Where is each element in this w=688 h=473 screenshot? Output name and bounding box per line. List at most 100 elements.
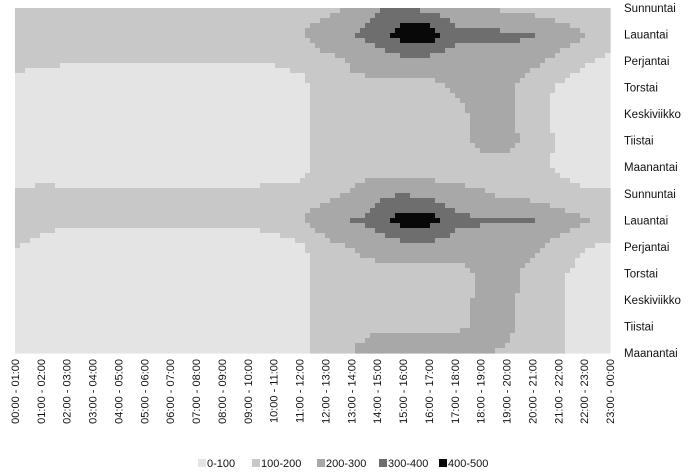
contour-cell-band-2 <box>475 288 521 294</box>
x-tick-label: 08:00 - 09:00 <box>217 359 229 424</box>
contour-cell-band-0 <box>570 178 611 184</box>
contour-cell-band-1 <box>540 63 586 69</box>
legend-label: 100-200 <box>261 458 301 470</box>
contour-cell-band-1 <box>300 178 366 184</box>
x-tick-label: 12:00 - 13:00 <box>320 359 332 424</box>
contour-cell-band-0 <box>565 338 611 344</box>
contour-cell-band-2 <box>450 233 561 239</box>
contour-cell-band-1 <box>280 233 326 239</box>
contour-cell-band-0 <box>565 308 611 314</box>
contour-cell-band-0 <box>555 168 611 174</box>
contour-cell-band-1 <box>310 83 446 89</box>
contour-cell-band-0 <box>565 78 611 84</box>
contour-cell-band-1 <box>15 48 321 54</box>
contour-cell-band-0 <box>20 243 306 249</box>
contour-cell-band-2 <box>470 268 521 274</box>
contour-cell-band-0 <box>565 323 611 329</box>
contour-cell-band-0 <box>15 348 311 354</box>
contour-cell-band-0 <box>15 158 311 164</box>
y-tick-label: Sunnuntai <box>624 3 676 15</box>
x-tick-label: 16:00 - 17:00 <box>424 359 436 424</box>
contour-cell-band-0 <box>15 343 311 349</box>
contour-cell-band-0 <box>550 163 611 169</box>
contour-cell-band-1 <box>520 133 556 139</box>
contour-cell-band-1 <box>545 58 596 64</box>
contour-cell-band-0 <box>55 183 261 189</box>
legend: 0-100 100-200 200-300 300-400 400-500 <box>198 458 488 470</box>
contour-cell-band-1 <box>310 168 556 174</box>
x-tick-label: 11:00 - 12:00 <box>295 359 307 423</box>
contour-cell-band-1 <box>570 23 611 29</box>
x-tick-label: 17:00 - 18:00 <box>450 359 462 424</box>
contour-cell-band-1 <box>555 18 611 24</box>
contour-cell-band-2 <box>320 18 371 24</box>
contour-cell-band-1 <box>310 253 361 259</box>
contour-cell-band-1 <box>310 148 481 154</box>
contour-cell-band-2 <box>305 33 356 39</box>
contour-cell-band-0 <box>15 318 311 324</box>
contour-cell-band-1 <box>310 258 376 264</box>
contour-cell-band-4 <box>400 223 431 229</box>
contour-cell-band-0 <box>15 148 311 154</box>
y-axis-labels: Maanantai Tiistai Keskiviikko Torstai Perjan… <box>624 3 681 360</box>
contour-cell-band-1 <box>555 53 606 59</box>
contour-cell-band-2 <box>340 8 381 14</box>
contour-cell-band-1 <box>525 73 571 79</box>
contour-cell-band-0 <box>15 153 311 159</box>
contour-cell-band-2 <box>470 308 516 314</box>
contour-cell-band-1 <box>310 163 551 169</box>
contour-cell-band-1 <box>580 38 611 44</box>
contour-cell-band-0 <box>555 83 611 89</box>
contour-cell-band-3 <box>365 223 401 229</box>
contour-cell-band-2 <box>315 43 376 49</box>
y-tick-label: Lauantai <box>624 30 668 42</box>
contour-cell-band-4 <box>400 38 436 44</box>
contour-cell-band-4 <box>390 33 441 39</box>
y-tick-label: Maanantai <box>624 162 678 174</box>
contour-cell-band-1 <box>310 108 466 114</box>
contour-cell-band-2 <box>445 203 551 209</box>
y-tick-label: Sunnuntai <box>624 189 676 201</box>
contour-cell-band-3 <box>355 33 391 39</box>
contour-cell-band-2 <box>475 273 521 279</box>
contour-cell-band-2 <box>455 43 571 49</box>
contour-cell-band-2 <box>350 63 541 69</box>
contour-cell-band-2 <box>355 248 541 254</box>
contour-cell-band-3 <box>400 238 436 244</box>
contour-cell-band-0 <box>15 308 311 314</box>
legend-label: 400-500 <box>448 458 488 470</box>
contour-cell-band-1 <box>260 183 356 189</box>
contour-cell-band-2 <box>330 198 381 204</box>
contour-cell-band-0 <box>575 258 611 264</box>
x-tick-label: 06:00 - 07:00 <box>165 359 177 424</box>
contour-cell-band-2 <box>455 93 516 99</box>
contour-cell-band-2 <box>305 218 351 224</box>
contour-cell-band-4 <box>395 213 436 219</box>
contour-cell-band-4 <box>400 23 431 29</box>
contour-cell-band-3 <box>375 43 456 49</box>
contour-cell-band-1 <box>310 133 471 139</box>
contour-cell-band-2 <box>310 23 366 29</box>
contour-cell-band-2 <box>455 23 571 29</box>
contour-cell-band-3 <box>365 23 401 29</box>
contour-cell-band-2 <box>335 53 401 59</box>
contour-cell-band-0 <box>605 53 611 59</box>
contour-cell-band-3 <box>430 223 481 229</box>
contour-cell-band-0 <box>15 263 311 269</box>
contour-cell-band-2 <box>355 183 466 189</box>
contour-cell-band-0 <box>575 263 611 269</box>
contour-cell-band-2 <box>470 313 516 319</box>
contour-cell-band-1 <box>15 33 306 39</box>
contour-cell-band-1 <box>310 318 471 324</box>
contour-cell-band-0 <box>15 253 311 259</box>
contour-cell-band-2 <box>410 193 496 199</box>
contour-cell-band-1 <box>310 308 471 314</box>
contour-cell-band-1 <box>520 283 566 289</box>
contour-cell-band-1 <box>15 223 311 229</box>
contour-cell-band-1 <box>260 228 316 234</box>
contour-cell-band-0 <box>585 63 611 69</box>
contour-cell-band-1 <box>495 348 566 354</box>
contour-cell-band-3 <box>440 33 536 39</box>
contour-cell-band-0 <box>15 123 311 129</box>
